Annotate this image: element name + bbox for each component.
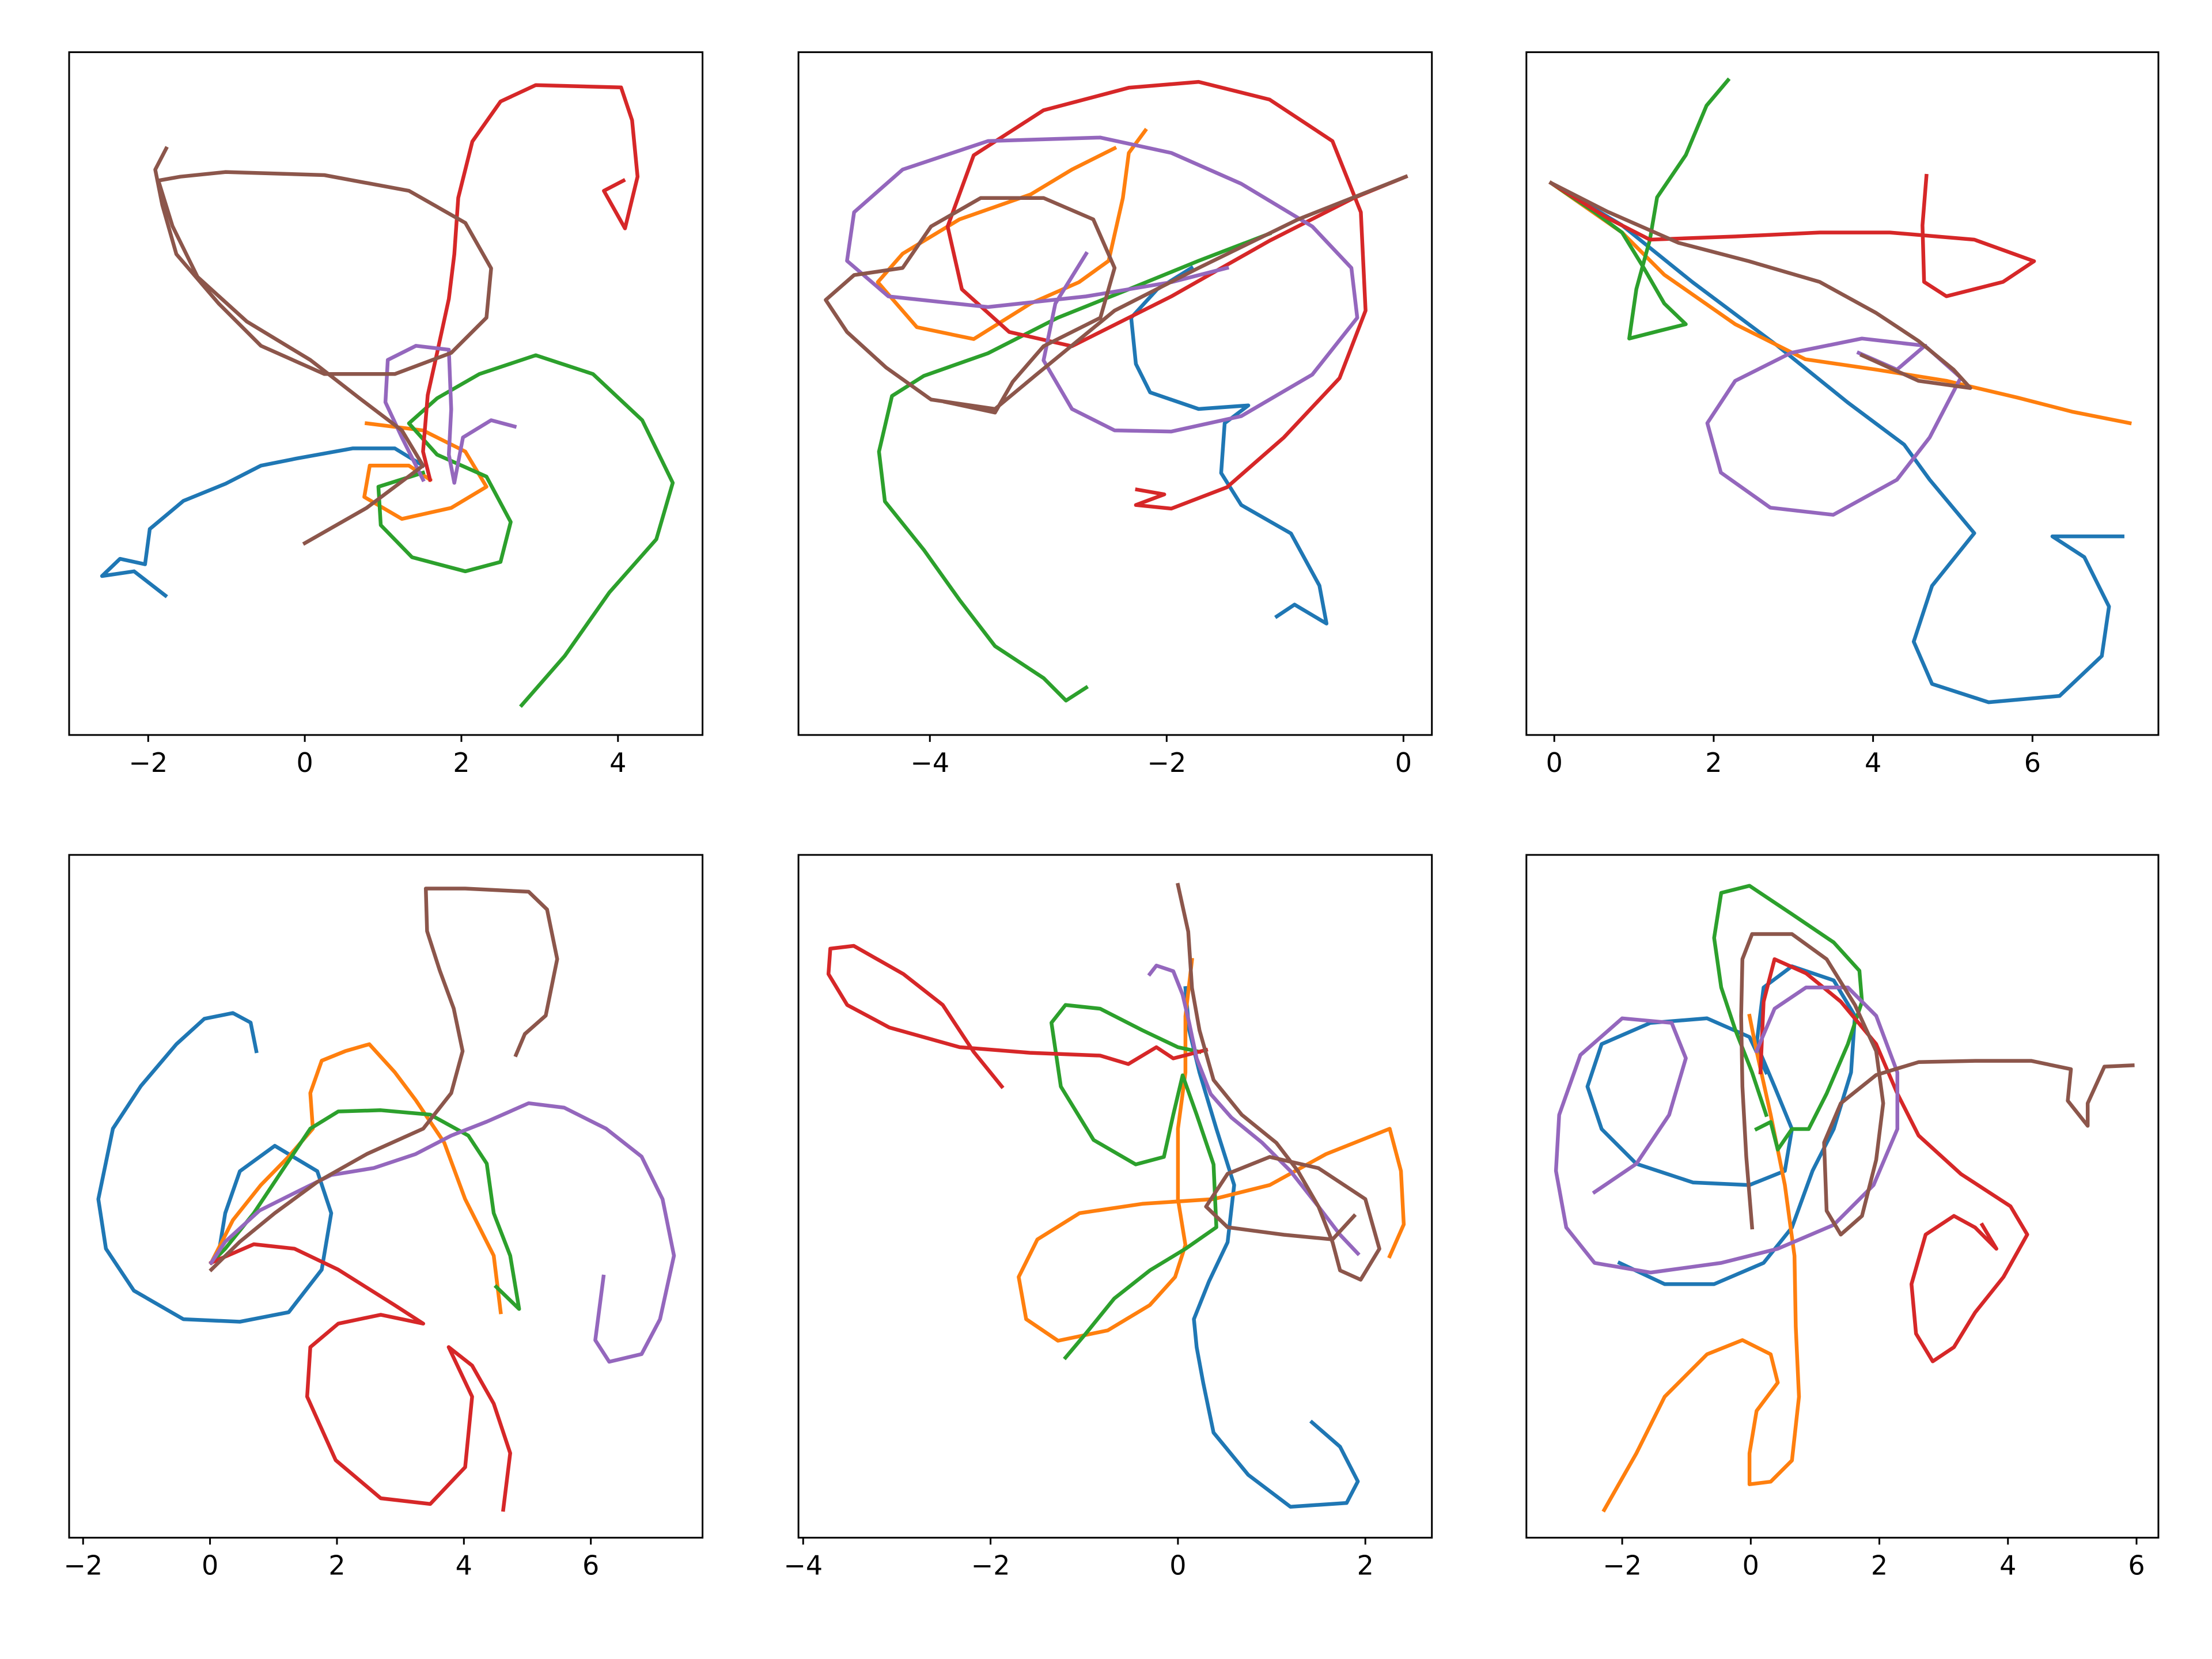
x-tick-label: 0 bbox=[1169, 1550, 1186, 1581]
x-tick-label: 2 bbox=[1357, 1550, 1374, 1581]
trajectory bbox=[209, 1042, 503, 1315]
x-tick-label: −4 bbox=[783, 1550, 823, 1581]
axes-frame bbox=[68, 51, 704, 736]
axes-frame bbox=[797, 854, 1433, 1539]
subplot: −2 0 2 4 6 bbox=[1525, 854, 2160, 1581]
x-tick-label: 2 bbox=[1705, 747, 1722, 778]
trajectory bbox=[1548, 77, 1731, 340]
plot-area bbox=[824, 79, 1408, 703]
trajectory bbox=[1585, 964, 1857, 1286]
x-tick-label: −2 bbox=[1147, 747, 1186, 778]
trajectory bbox=[945, 79, 1408, 511]
trajectory bbox=[1548, 180, 2132, 426]
subplot: −2 0 2 4 bbox=[68, 51, 704, 778]
x-tick-label: −2 bbox=[971, 1550, 1010, 1581]
axes-frame bbox=[1525, 854, 2160, 1539]
plot-area bbox=[96, 887, 676, 1512]
x-tick-label: 4 bbox=[1865, 747, 1881, 778]
x-tick-label: −2 bbox=[1603, 1550, 1642, 1581]
trajectory bbox=[1129, 265, 1329, 626]
plot-area bbox=[100, 83, 675, 708]
trajectory bbox=[209, 1108, 521, 1311]
subplot: −2 0 2 4 6 bbox=[63, 854, 704, 1581]
x-tick-label: 6 bbox=[582, 1550, 599, 1581]
trajectory bbox=[1017, 957, 1406, 1343]
plot-area bbox=[826, 882, 1406, 1509]
axes-frame bbox=[68, 854, 704, 1539]
axes-frame bbox=[797, 51, 1433, 736]
x-tick-label: −4 bbox=[910, 747, 949, 778]
trajectory bbox=[376, 353, 675, 708]
subplot: −4 −2 0 bbox=[797, 51, 1433, 778]
x-tick-label: 0 bbox=[1743, 1550, 1759, 1581]
trajectory bbox=[1554, 985, 1900, 1275]
trajectory bbox=[877, 231, 1272, 703]
trajectory bbox=[1050, 1003, 1218, 1361]
trajectory bbox=[209, 1242, 512, 1512]
x-tick-label: 6 bbox=[2024, 747, 2041, 778]
plot-area bbox=[1548, 77, 2132, 704]
trajectory bbox=[1601, 1013, 1801, 1513]
x-tick-label: 0 bbox=[202, 1550, 218, 1581]
trajectory bbox=[209, 1101, 676, 1364]
x-tick-label: −2 bbox=[128, 747, 168, 778]
x-tick-label: 0 bbox=[296, 747, 313, 778]
trajectory bbox=[209, 887, 559, 1272]
x-tick-label: 0 bbox=[1546, 747, 1563, 778]
x-tick-label: −2 bbox=[63, 1550, 103, 1581]
x-tick-label: 2 bbox=[1871, 1550, 1888, 1581]
trajectory bbox=[845, 135, 1359, 434]
axes-frame bbox=[1525, 51, 2160, 736]
x-tick-label: 2 bbox=[328, 1550, 345, 1581]
x-tick-label: 0 bbox=[1395, 747, 1412, 778]
subplot: 0 2 4 6 bbox=[1525, 51, 2160, 778]
trajectory bbox=[421, 83, 640, 482]
trajectory bbox=[876, 127, 1148, 341]
trajectory bbox=[1758, 957, 2029, 1363]
trajectory bbox=[1176, 882, 1381, 1282]
trajectory bbox=[826, 944, 1209, 1089]
trajectory bbox=[1548, 173, 2036, 298]
trajectory bbox=[1548, 180, 1972, 390]
trajectory bbox=[362, 421, 488, 521]
x-tick-label: 4 bbox=[609, 747, 626, 778]
x-tick-label: 6 bbox=[2128, 1550, 2145, 1581]
plot-area bbox=[1554, 884, 2135, 1513]
trajectory bbox=[824, 174, 1408, 415]
trajectory bbox=[1712, 884, 1864, 1152]
x-tick-label: 4 bbox=[456, 1550, 472, 1581]
x-tick-label: 2 bbox=[453, 747, 469, 778]
trajectory bbox=[100, 446, 426, 599]
trajectory bbox=[1548, 180, 2124, 704]
trajectory bbox=[96, 1011, 334, 1324]
trajectory bbox=[153, 146, 493, 546]
subplot: −4 −2 0 2 bbox=[783, 854, 1433, 1581]
trajectory bbox=[1739, 932, 2135, 1237]
trajectory bbox=[1183, 986, 1360, 1509]
trajectory bbox=[383, 344, 517, 485]
x-tick-label: 4 bbox=[1999, 1550, 2016, 1581]
